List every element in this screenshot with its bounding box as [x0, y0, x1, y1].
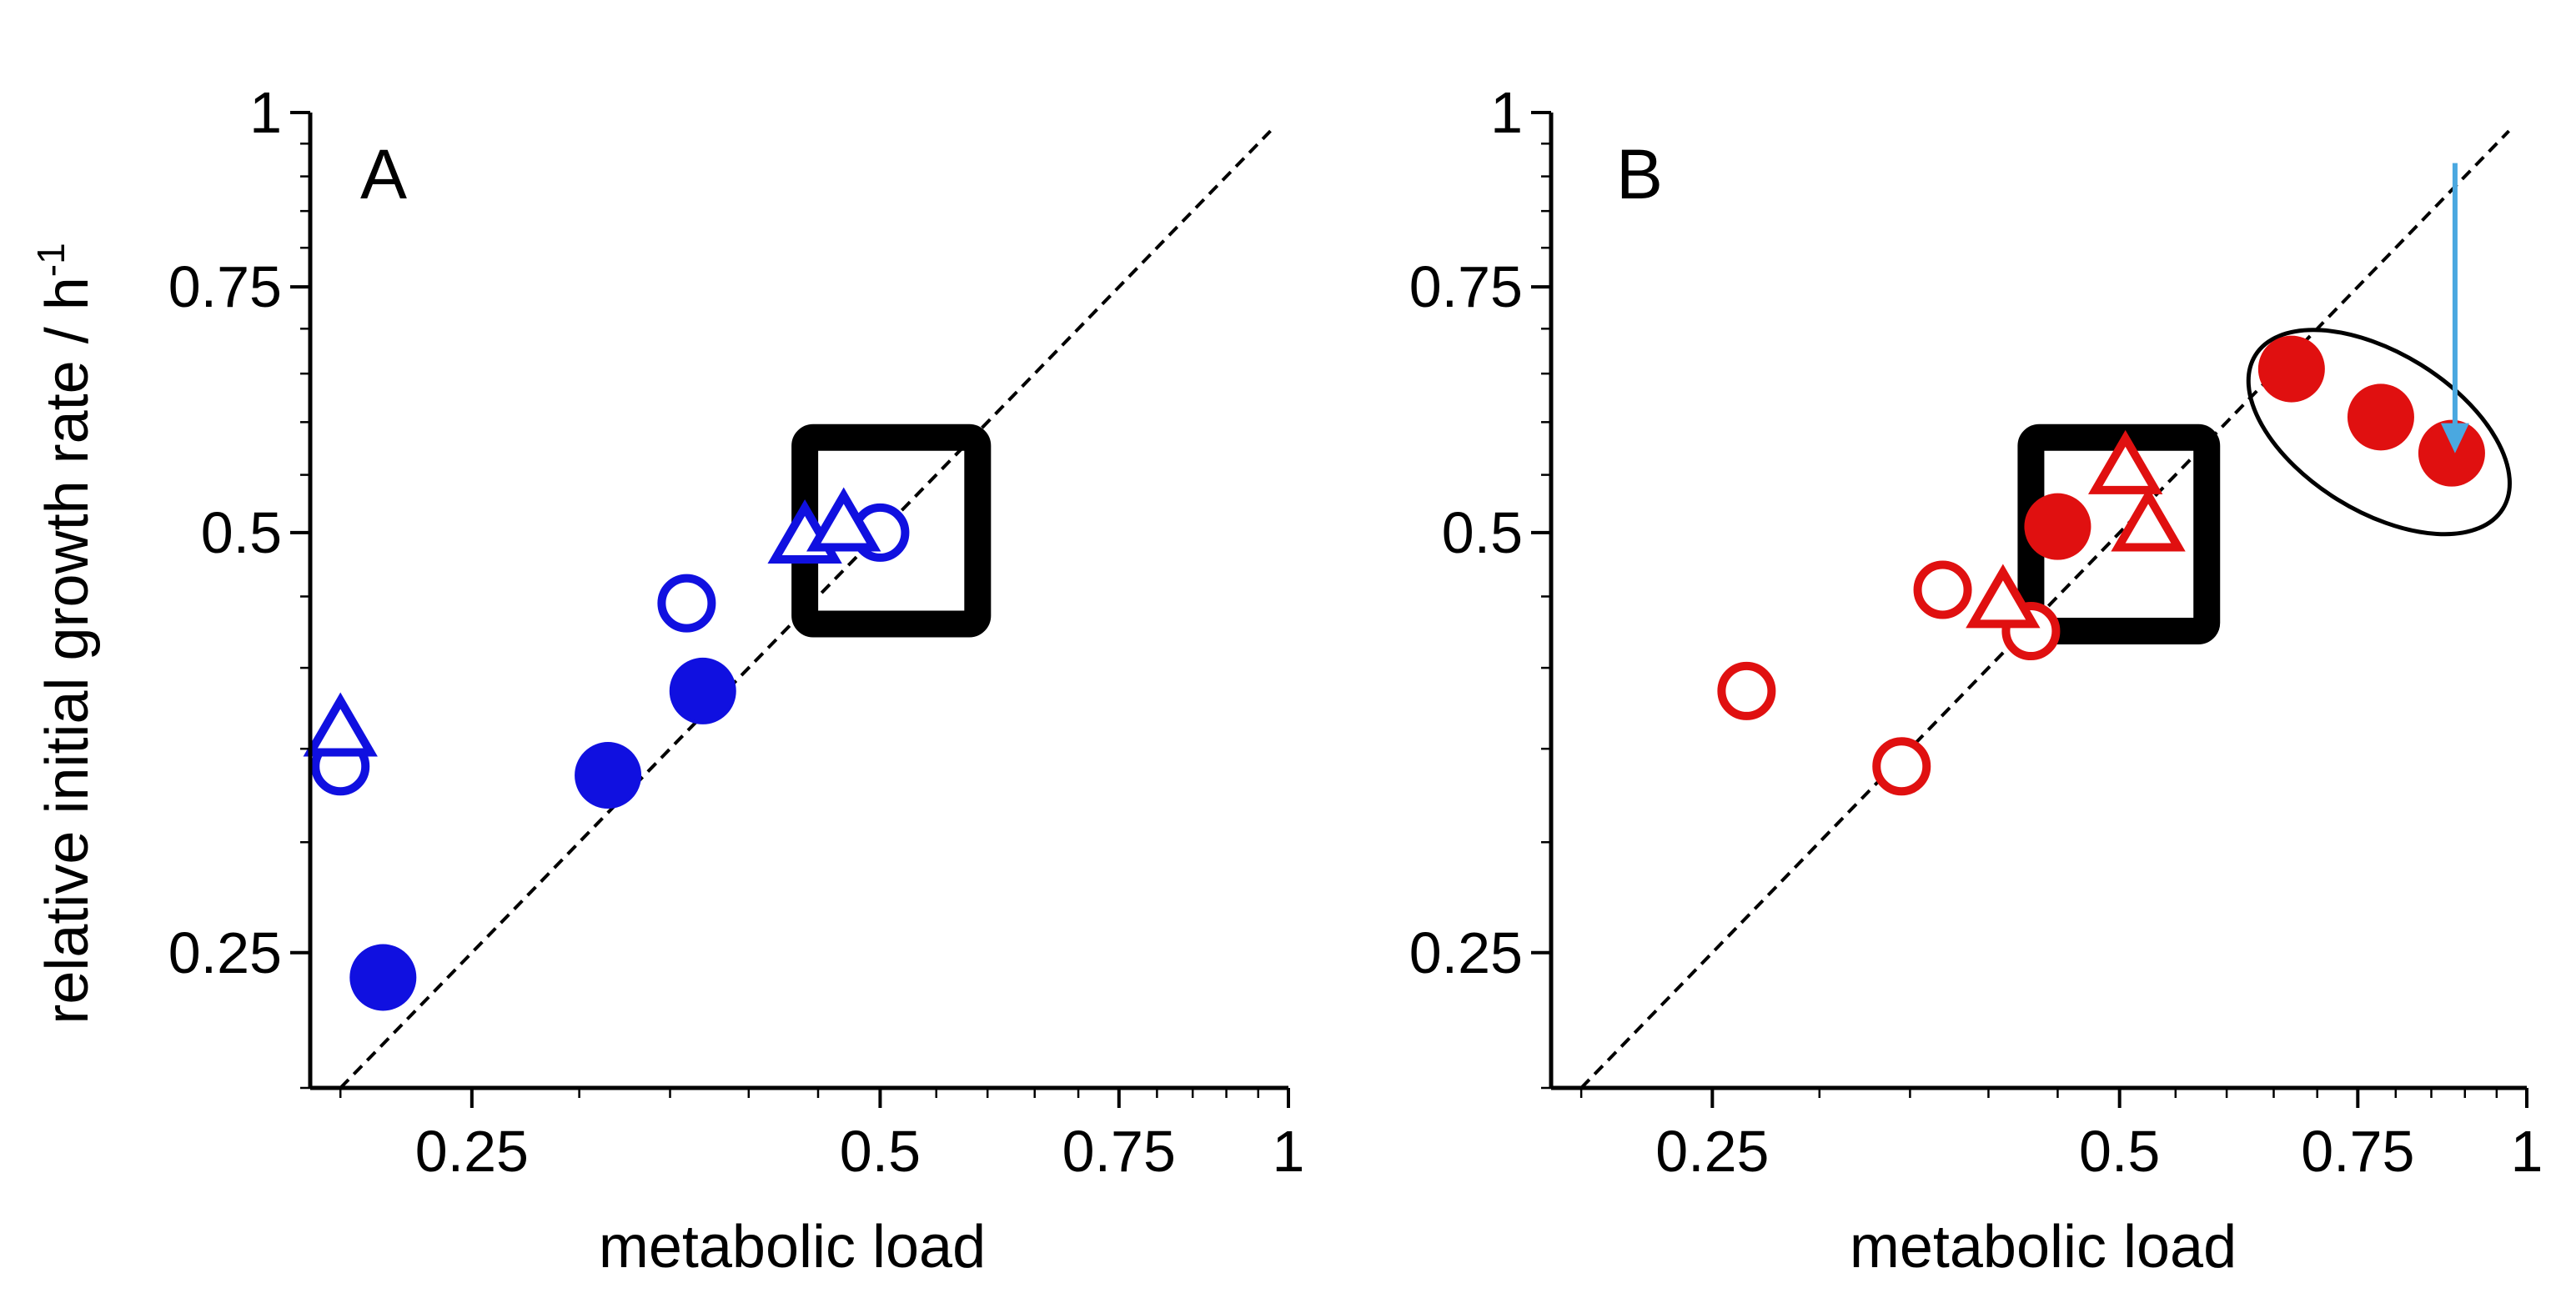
- panel-a-y-axis-label-sup: -1: [29, 243, 73, 277]
- panel-a-x-axis-label: metabolic load: [599, 1214, 986, 1280]
- panel-b: 0.25 0.5 0.75 1 0.25 0.5 0.75 1 B metabolic loa…: [1409, 80, 2543, 1280]
- panel-b-axes: 0.25 0.5 0.75 1 0.25 0.5 0.75 1: [1409, 80, 2543, 1184]
- panel-b-point-open-circle: [1717, 661, 1776, 720]
- panel-b-x-axis-label: metabolic load: [1850, 1214, 2237, 1280]
- panel-a-y-tick-label: 1: [249, 80, 282, 145]
- panel-a-y-tick-label: 0.25: [168, 920, 282, 985]
- panel-b-point-open-circle: [1872, 737, 1931, 796]
- panel-b-arrow-head: [2440, 423, 2469, 454]
- panel-a-point-open-triangle: [303, 692, 378, 757]
- panel-a-y-tick-label: 0.75: [168, 254, 282, 319]
- panel-b-y-tick-label: 0.5: [1442, 500, 1523, 565]
- panel-a-point-filled-circle: [349, 944, 417, 1011]
- panel-a: 0.25 0.5 0.75 1 0.25 0.5 0.75 1 A metabolic loa…: [29, 80, 1304, 1280]
- panel-b-point-filled-circle: [2257, 335, 2325, 403]
- panel-a-point-filled-circle: [575, 742, 642, 809]
- panel-b-y-tick-label: 0.75: [1409, 254, 1523, 319]
- panel-b-x-tick-label: 1: [2511, 1119, 2543, 1184]
- panel-b-point-open-circle: [1913, 560, 1972, 619]
- panel-a-x-tick-label: 0.25: [415, 1119, 529, 1184]
- panel-a-label: A: [360, 135, 407, 213]
- panel-b-point-filled-circle: [2024, 493, 2091, 560]
- panel-a-y-axis-label: relative initial growth rate / h-1: [29, 243, 101, 1024]
- panel-b-point-open-triangle: [2111, 487, 2186, 552]
- panel-b-point-filled-circle: [2347, 383, 2414, 451]
- panel-a-diagonal-line: [339, 129, 1272, 1090]
- panel-a-x-tick-label: 1: [1273, 1119, 1305, 1184]
- panel-a-y-axis-label-text: relative initial growth rate / h: [34, 277, 101, 1024]
- panel-b-ellipse: [2246, 328, 2512, 537]
- panel-b-marks: [1579, 129, 2512, 1090]
- panel-a-point-open-triangle: [806, 487, 881, 552]
- panel-b-x-tick-label: 0.25: [1655, 1119, 1769, 1184]
- panel-b-point-filled-circle: [2418, 419, 2485, 487]
- panel-a-x-tick-label: 0.5: [840, 1119, 921, 1184]
- panel-b-y-tick-label: 0.25: [1409, 920, 1523, 985]
- panel-a-point-open-circle: [657, 574, 716, 633]
- panel-a-point-filled-circle: [669, 657, 736, 724]
- panel-b-x-tick-label: 0.5: [2079, 1119, 2160, 1184]
- panel-b-diagonal-line: [1579, 129, 2510, 1090]
- panel-a-y-tick-label: 0.5: [201, 500, 282, 565]
- panel-b-point-open-triangle: [1966, 564, 2041, 629]
- panel-a-axes: 0.25 0.5 0.75 1 0.25 0.5 0.75 1: [168, 80, 1305, 1184]
- panel-b-label: B: [1616, 135, 1663, 213]
- panel-b-y-tick-label: 1: [1490, 80, 1523, 145]
- panel-a-marks: [303, 129, 1272, 1090]
- panel-b-point-open-triangle: [2087, 429, 2163, 494]
- panel-a-x-tick-label: 0.75: [1062, 1119, 1176, 1184]
- panel-b-x-tick-label: 0.75: [2301, 1119, 2414, 1184]
